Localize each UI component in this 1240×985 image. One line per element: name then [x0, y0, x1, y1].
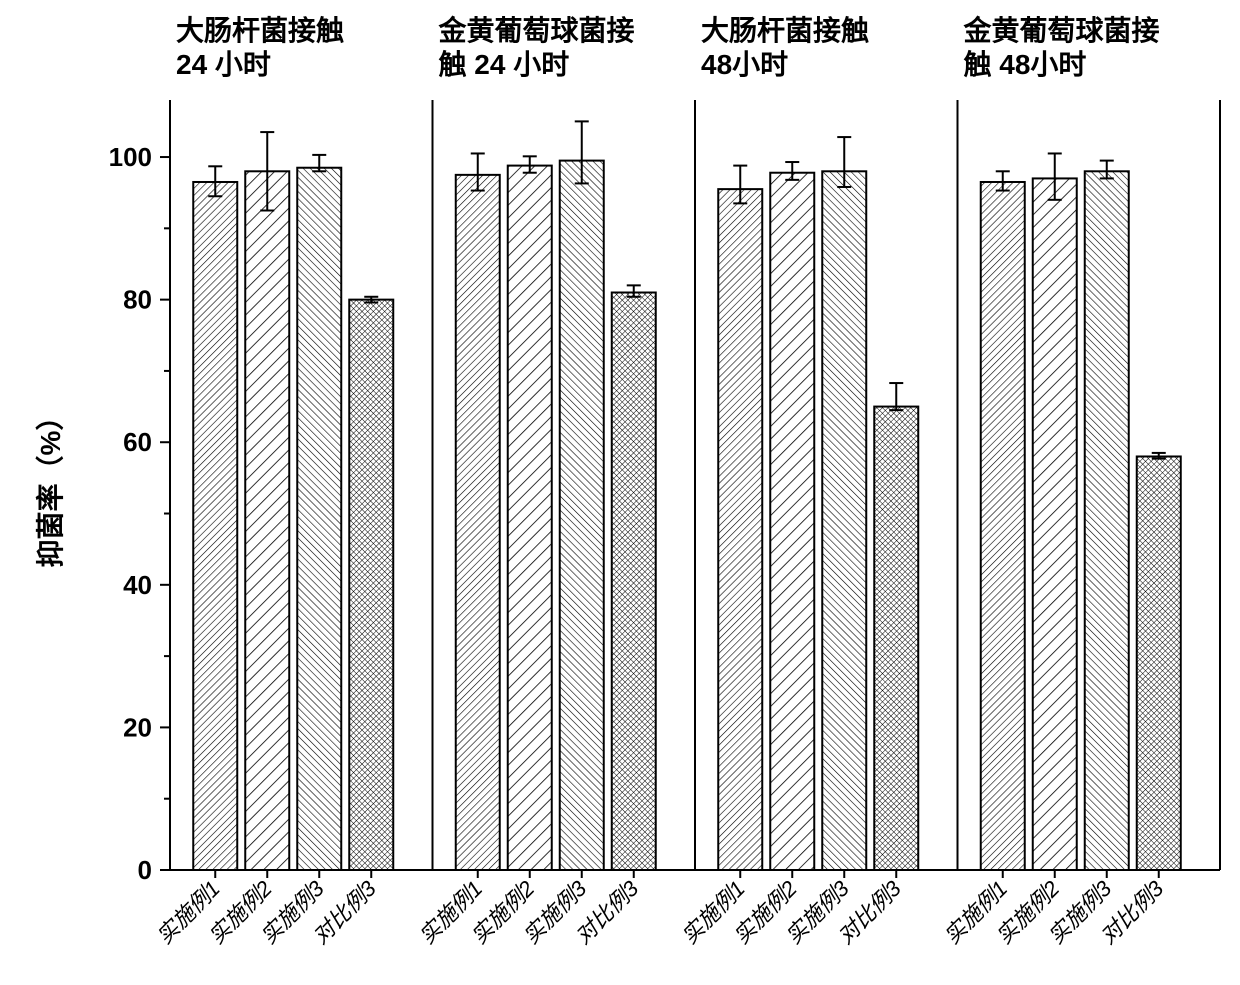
panel-title: 触 24 小时 [439, 49, 570, 80]
bar [1085, 171, 1129, 870]
bar [456, 175, 500, 870]
panel-title: 大肠杆菌接触 [176, 15, 344, 46]
bar [349, 300, 393, 870]
bar [245, 171, 289, 870]
bar [1137, 456, 1181, 870]
bar [560, 161, 604, 870]
bar [612, 293, 656, 871]
bar [822, 171, 866, 870]
bar [508, 166, 552, 870]
svg-text:100: 100 [109, 142, 152, 172]
chart-svg: 020406080100抑菌率（%）大肠杆菌接触24 小时实施例1实施例2实施例… [0, 0, 1240, 985]
svg-text:80: 80 [123, 285, 152, 315]
svg-text:抑菌率（%）: 抑菌率（%） [34, 403, 66, 568]
bar [770, 173, 814, 870]
bar [874, 407, 918, 870]
bar [297, 168, 341, 870]
svg-text:60: 60 [123, 427, 152, 457]
chart-root: 020406080100抑菌率（%）大肠杆菌接触24 小时实施例1实施例2实施例… [0, 0, 1240, 985]
bar [1033, 178, 1077, 870]
panel-title: 大肠杆菌接触 [701, 15, 869, 46]
panel-title: 金黄葡萄球菌接 [438, 14, 635, 46]
bar [981, 182, 1025, 870]
bar [718, 189, 762, 870]
svg-text:40: 40 [123, 570, 152, 600]
bar [193, 182, 237, 870]
panel-title: 48小时 [701, 49, 788, 80]
panel-title: 金黄葡萄球菌接 [963, 14, 1160, 46]
panel-title: 触 48小时 [964, 49, 1087, 80]
svg-text:0: 0 [138, 855, 152, 885]
panel-title: 24 小时 [176, 49, 271, 80]
svg-text:20: 20 [123, 712, 152, 742]
